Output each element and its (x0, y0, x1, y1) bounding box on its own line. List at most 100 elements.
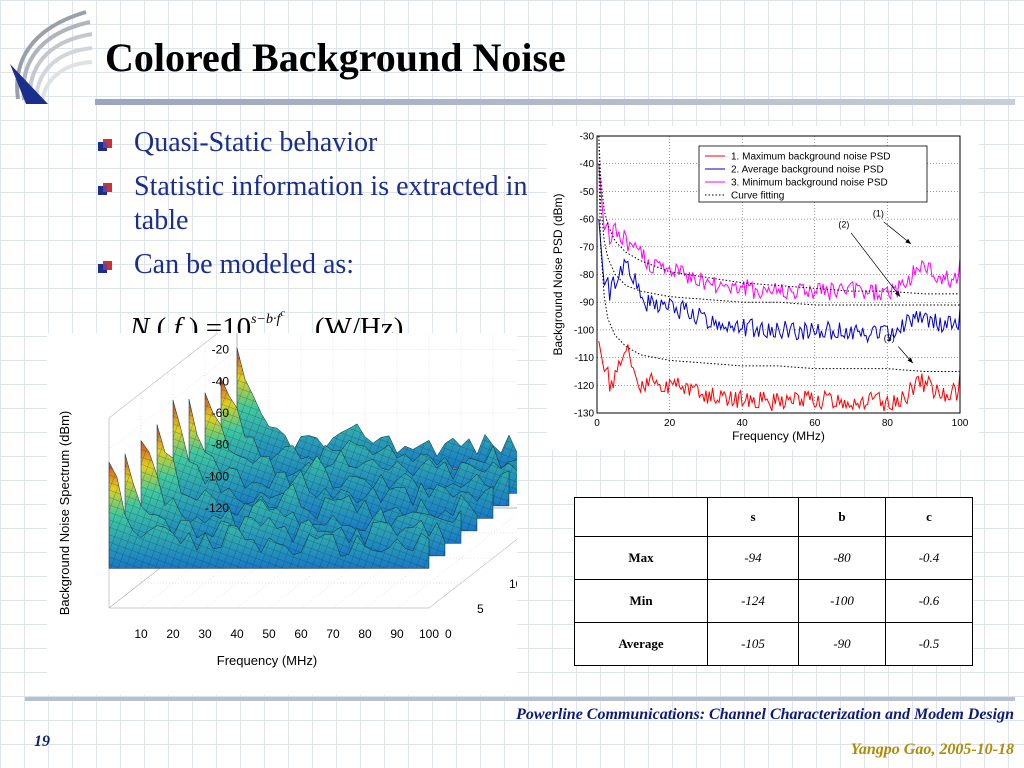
table-header-cell (574, 497, 708, 537)
z-axis-label: Background Noise Spectrum (dBm) (57, 411, 72, 615)
surface-labels: 0 -20 -40 -60 -80 -100 -120 10 20 30 40 50 60 70 80 90 1… (57, 311, 587, 668)
series-line (598, 340, 961, 412)
table-row: Average -105 -90 -0.5 (574, 622, 973, 666)
table-cell: -0.6 (885, 579, 973, 623)
row-label: Min (574, 579, 708, 623)
surface-svg: 0 -20 -40 -60 -80 -100 -120 10 20 30 40 50 60 70 80 90 1… (57, 311, 587, 668)
table-row: Min -124 -100 -0.6 (574, 579, 973, 623)
exp-s: s (251, 312, 257, 327)
exp-f: f (276, 312, 281, 327)
exp-op: −b· (256, 312, 277, 327)
annotation-label: (3) (884, 333, 895, 343)
surface-plot: 0 -20 -40 -60 -80 -100 -120 10 20 30 40 50 60 70 80 90 1… (47, 311, 587, 695)
slide-title: Colored Background Noise (105, 35, 566, 80)
x-tick-label: 30 (198, 627, 212, 641)
legend-label: Curve fitting (731, 191, 784, 202)
slide-number: 19 (34, 733, 50, 750)
x-axis-label: Frequency (MHz) (217, 653, 317, 668)
table-cell: -105 (707, 622, 799, 666)
bullet-text: Statistic information is extracted in ta… (134, 171, 528, 236)
fit-curve (598, 135, 960, 295)
x-tick-label: 40 (737, 418, 749, 429)
x-tick-label: 20 (664, 418, 676, 429)
annotation-arrow (883, 221, 912, 245)
y-tick-label: -130 (574, 409, 594, 420)
y-tick-label: -110 (575, 353, 595, 364)
annotation-arrowhead (905, 238, 911, 245)
y-tick-label: -100 (574, 325, 594, 336)
x-tick-label: 80 (358, 627, 372, 641)
z-tick-label: -120 (205, 501, 229, 515)
surface-mesh-overlay (141, 440, 461, 544)
footer-divider (25, 697, 1015, 701)
university-logo (10, 10, 93, 104)
legend-label: 1. Maximum background noise PSD (731, 152, 891, 163)
x-tick-label: 70 (326, 627, 340, 641)
z-grid-line (108, 349, 557, 450)
x-tick-label: 100 (952, 418, 969, 429)
table-cell: -0.5 (885, 622, 973, 666)
table-cell: -94 (707, 536, 799, 580)
x-tick-label: 100 (419, 627, 439, 641)
y-tick-label: 10 (509, 577, 517, 591)
y-tick-label: -50 (580, 187, 595, 198)
row-label: Average (574, 622, 708, 666)
row-label: Max (574, 536, 708, 580)
fit-curve (598, 163, 960, 372)
y-tick-label: -60 (580, 215, 595, 226)
legend-label: 3. Minimum background noise PSD (731, 178, 888, 189)
y-tick-label: -90 (580, 298, 595, 309)
table-cell: -0.4 (885, 536, 973, 580)
table-header-row: s b c (574, 497, 973, 537)
z-tick-label: -60 (212, 406, 230, 420)
y-tick-label: -30 (580, 132, 595, 143)
bullet-icon (98, 139, 112, 151)
annotation-label: (1) (873, 208, 884, 218)
series-line (598, 219, 961, 344)
psd-chart: 0 20 40 60 80 100 -30 -40 -50 -60 -70 -80 -90 -100 -11… (547, 126, 979, 450)
x-tick-label: 80 (882, 418, 894, 429)
y-axis-label: Background Noise PSD (dBm) (551, 193, 565, 355)
bullet-item: Can be modeled as: (98, 248, 528, 282)
exp-c: c (280, 308, 285, 319)
x-tick-label: 50 (262, 627, 276, 641)
z-tick-label: -80 (212, 438, 230, 452)
footer-author: Yangpo Gao, 2005-10-18 (850, 741, 1014, 758)
y-tick-label: 5 (477, 602, 484, 616)
y-tick-label: -70 (580, 242, 595, 253)
bullet-list: Quasi-Static behavior Statistic informat… (98, 126, 528, 292)
psd-svg: 0 20 40 60 80 100 -30 -40 -50 -60 -70 -80 -90 -100 -11… (551, 132, 969, 444)
x-tick-label: 0 (594, 418, 600, 429)
bullet-icon (98, 183, 112, 195)
y-tick-label: -80 (580, 270, 595, 281)
y-tick-label: -120 (574, 381, 594, 392)
table-cell: -124 (707, 579, 799, 623)
x-tick-label: 90 (390, 627, 404, 641)
formula-exponent: s−b·fc (251, 308, 285, 327)
table-cell: -90 (798, 622, 886, 666)
annotation-arrowhead (894, 290, 901, 297)
y-tick-label: -40 (580, 159, 595, 170)
bullet-icon (98, 261, 112, 273)
plot-frame (596, 135, 961, 414)
bullet-item: Quasi-Static behavior (98, 126, 528, 160)
y-tick-label: 0 (445, 627, 452, 641)
table-cell: -100 (798, 579, 886, 623)
formula-open: ( (149, 312, 174, 344)
table-header-cell: s (707, 497, 799, 537)
bullet-text: Quasi-Static behavior (134, 127, 378, 158)
x-axis-label: Frequency (MHz) (732, 429, 825, 443)
title-divider (95, 99, 1015, 105)
surface-mesh-overlay (237, 347, 557, 469)
x-tick-label: 40 (230, 627, 244, 641)
formula-var: f (173, 312, 182, 344)
x-tick-label: 60 (809, 418, 821, 429)
bullet-text: Can be modeled as: (134, 249, 355, 280)
parameter-table: s b c Max -94 -80 -0.4 Min -124 -100 -0.… (574, 497, 973, 666)
bullet-item: Statistic information is extracted in ta… (98, 170, 528, 238)
z-tick-label: -40 (212, 374, 230, 388)
x-tick-label: 10 (134, 627, 148, 641)
z-tick-label: -100 (205, 469, 229, 483)
footer-title: Powerline Communications: Channel Charac… (516, 706, 1014, 723)
z-tick-label: -20 (212, 343, 230, 357)
